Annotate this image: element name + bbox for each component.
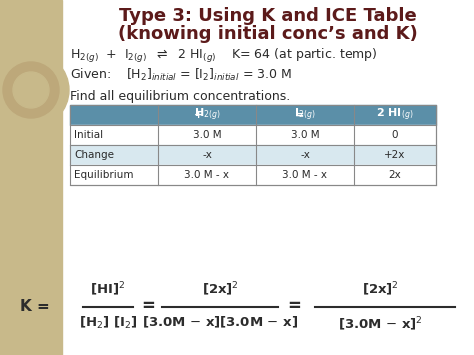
Bar: [70, 125, 436, 145]
Text: Change: Change: [74, 150, 114, 160]
Text: Given:    [H$_{2}]_{initial}$ = [I$_{2}]_{initial}$ = 3.0 M: Given: [H$_{2}]_{initial}$ = [I$_{2}]_{i…: [70, 67, 292, 83]
Text: 0: 0: [392, 130, 398, 140]
Circle shape: [0, 52, 69, 128]
Bar: [70, 165, 436, 185]
Text: +2x: +2x: [384, 150, 406, 160]
Circle shape: [13, 72, 49, 108]
Text: [HI]$^2$: [HI]$^2$: [91, 280, 126, 298]
Bar: [70, 105, 436, 125]
Text: Initial: Initial: [74, 130, 103, 140]
Text: H$_{2(g)}$  +  I$_{2(g)}$  $\rightleftharpoons$  2 HI$_{(g)}$    K= 64 (at parti: H$_{2(g)}$ + I$_{2(g)}$ $\rightleftharpo…: [70, 47, 378, 65]
Text: =: =: [141, 297, 155, 316]
Text: K =: K =: [20, 299, 50, 314]
Text: [3.0M $-$ x]$^2$: [3.0M $-$ x]$^2$: [337, 315, 422, 333]
Text: -x: -x: [202, 150, 212, 160]
Bar: [0, 0, 62, 355]
Text: (knowing initial conc’s and K): (knowing initial conc’s and K): [118, 25, 418, 43]
Text: [2x]$^2$: [2x]$^2$: [362, 280, 399, 298]
Text: =: =: [295, 110, 305, 120]
Text: I$_{2(g)}$: I$_{2(g)}$: [294, 107, 316, 123]
Text: 2x: 2x: [389, 170, 401, 180]
Text: [H$_2$] [I$_2$]: [H$_2$] [I$_2$]: [79, 315, 137, 331]
Text: =: =: [287, 297, 301, 316]
Circle shape: [3, 62, 59, 118]
Text: Find all equilibrium concentrations.: Find all equilibrium concentrations.: [70, 90, 290, 103]
Text: H$_{2(g)}$: H$_{2(g)}$: [194, 107, 220, 123]
Text: 3.0 M - x: 3.0 M - x: [184, 170, 229, 180]
Text: 2 HI$_{(g)}$: 2 HI$_{(g)}$: [376, 107, 414, 123]
Bar: [62, 0, 474, 355]
Bar: [70, 145, 436, 165]
Text: [3.0M $-$ x][3.0M $-$ x]: [3.0M $-$ x][3.0M $-$ x]: [142, 315, 298, 330]
Bar: [70, 105, 436, 185]
Text: 3.0 M: 3.0 M: [193, 130, 221, 140]
Text: Type 3: Using K and ICE Table: Type 3: Using K and ICE Table: [119, 7, 417, 25]
Text: Equilibrium: Equilibrium: [74, 170, 134, 180]
Text: 3.0 M - x: 3.0 M - x: [283, 170, 328, 180]
Text: [2x]$^2$: [2x]$^2$: [201, 280, 238, 298]
Text: 3.0 M: 3.0 M: [291, 130, 319, 140]
Text: +: +: [194, 110, 204, 120]
Text: -x: -x: [300, 150, 310, 160]
